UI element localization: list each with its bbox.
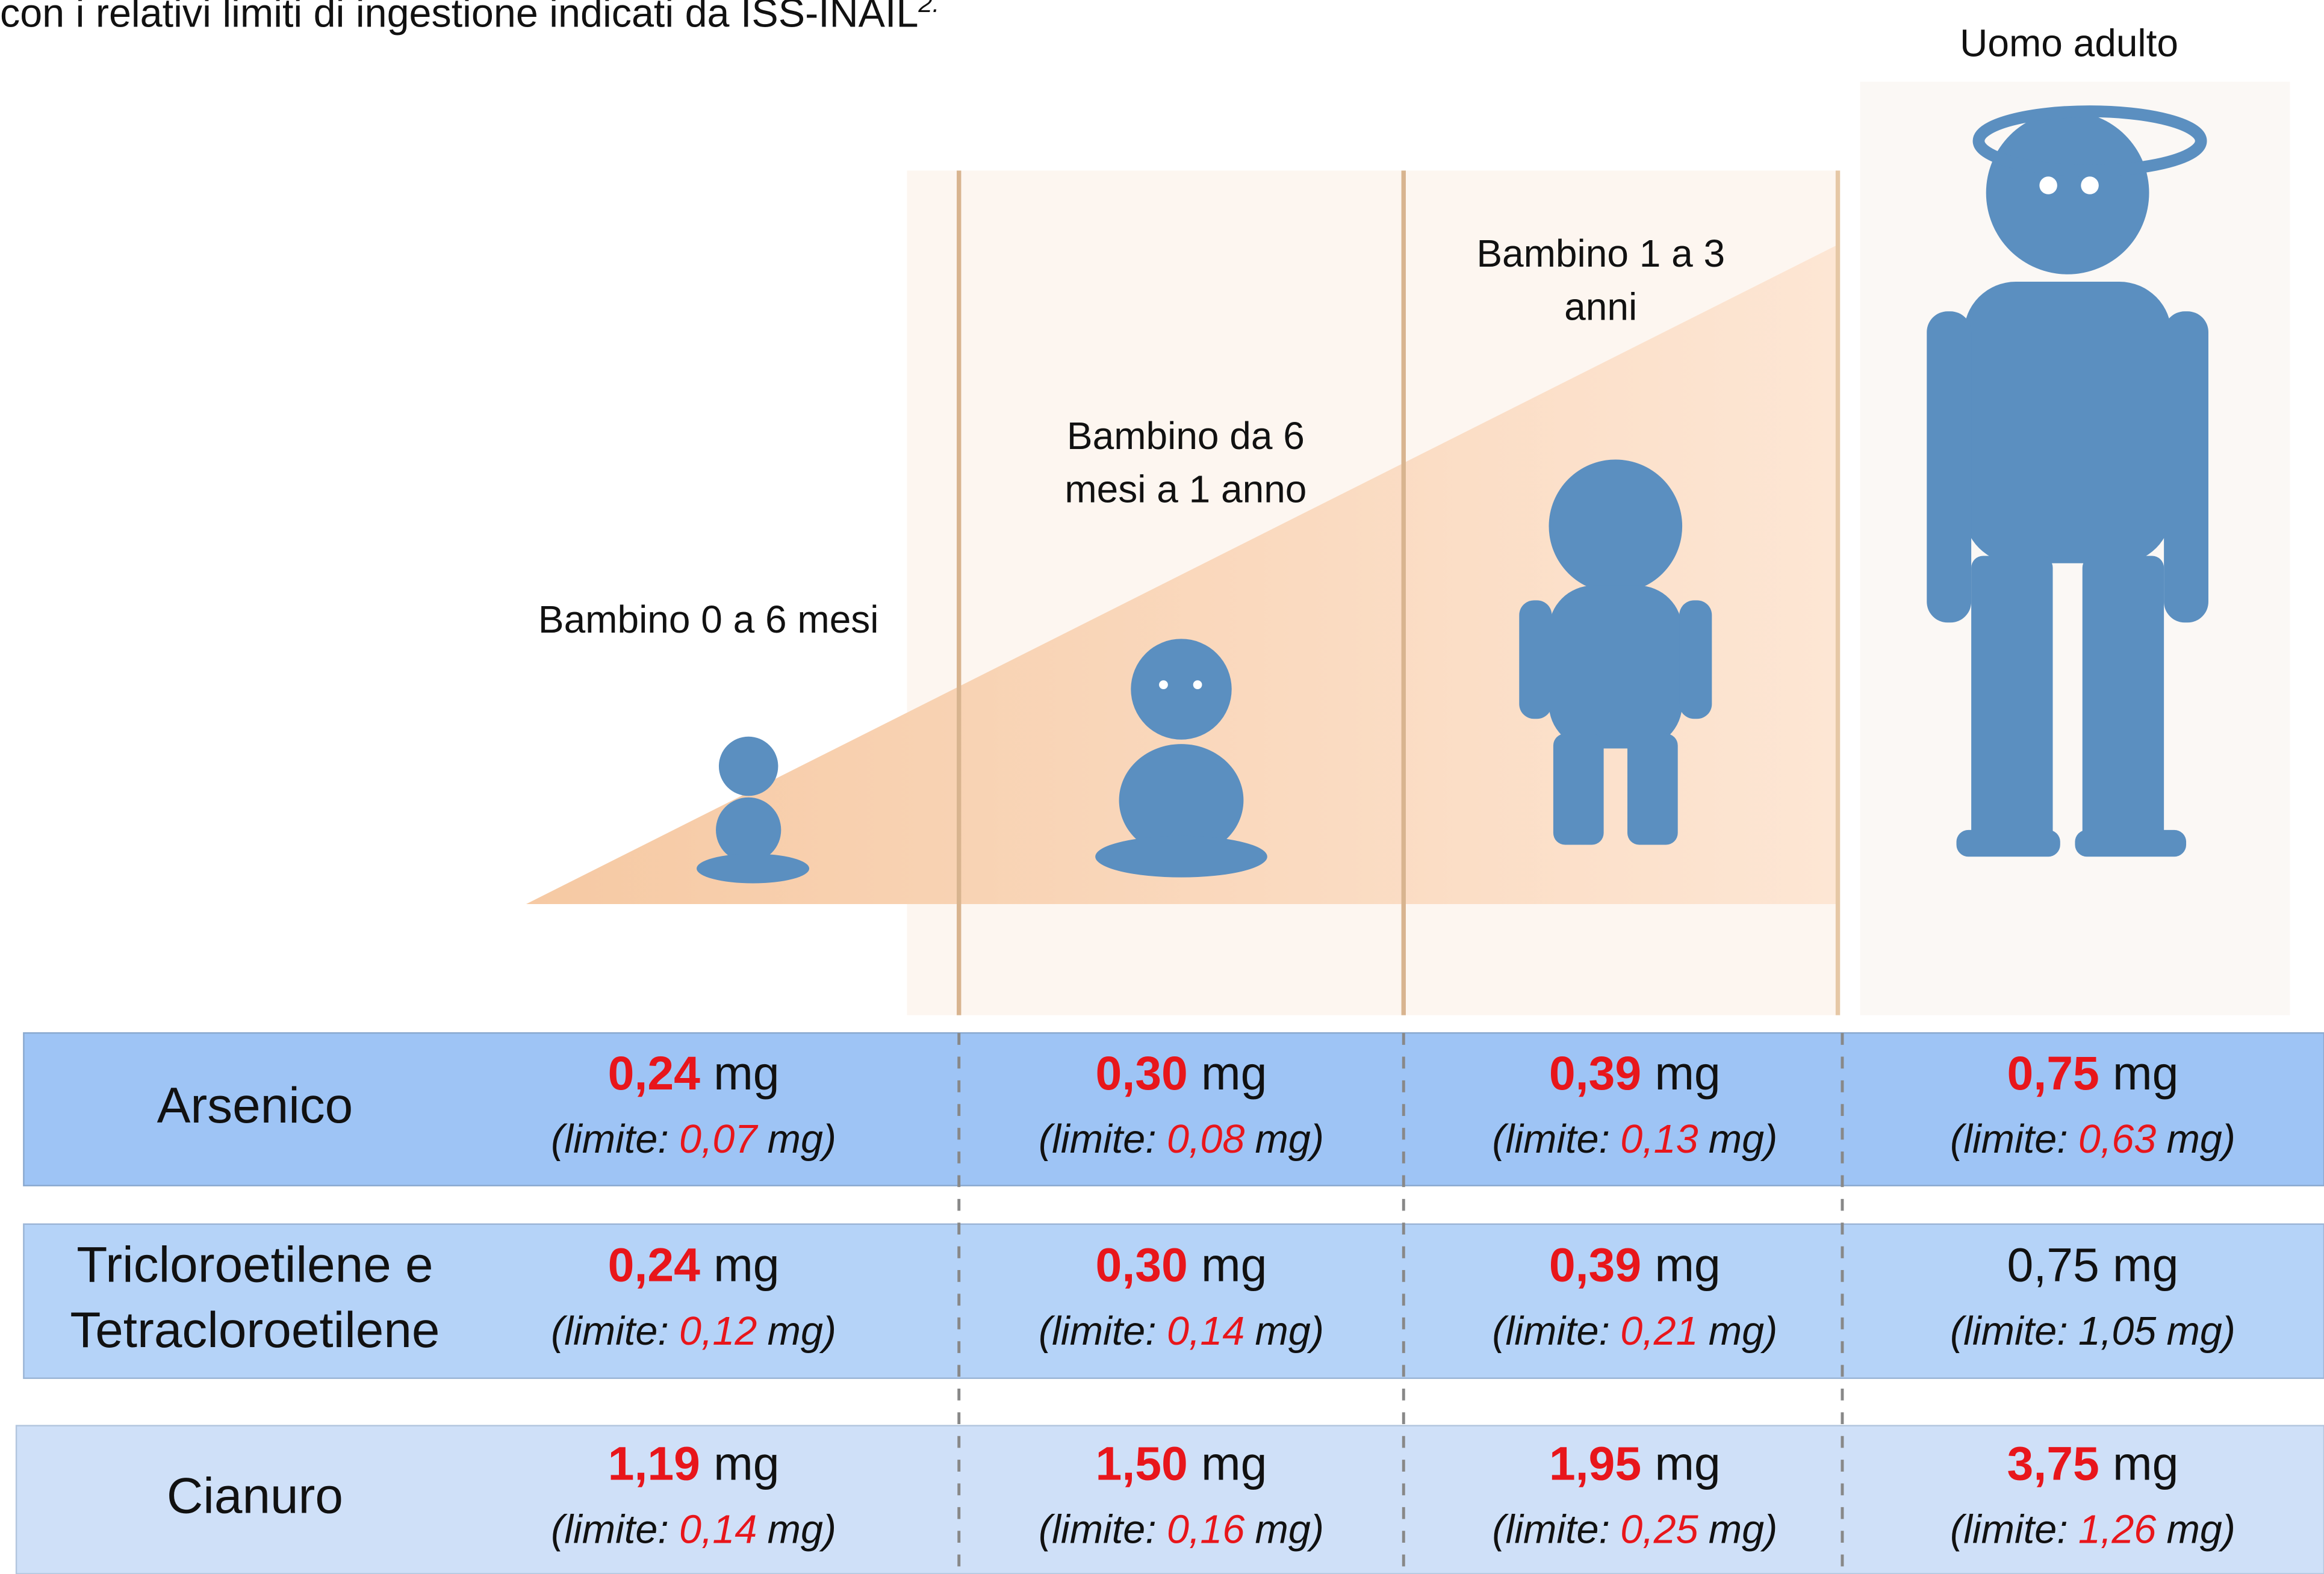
limit-value: 0,08 [1167, 1117, 1244, 1162]
unit: mg [713, 1238, 779, 1291]
amount: 0,75 [2007, 1047, 2099, 1100]
unit: mg [2113, 1437, 2178, 1490]
limit-suffix: mg) [1709, 1507, 1777, 1552]
amount: 0,39 [1549, 1047, 1641, 1100]
limit-suffix: mg) [768, 1117, 836, 1162]
amount: 0,75 [2007, 1238, 2099, 1291]
amount: 0,39 [1549, 1238, 1641, 1291]
limit-value: 0,21 [1620, 1309, 1698, 1353]
unit: mg [713, 1437, 779, 1490]
limit-suffix: mg) [1709, 1117, 1777, 1162]
limit-prefix: (limite: [1950, 1309, 2068, 1353]
row-name: Arsenico [157, 1077, 353, 1133]
limit-prefix: (limite: [1039, 1117, 1157, 1162]
limit-prefix: (limite: [551, 1507, 669, 1552]
unit: mg [1654, 1437, 1720, 1490]
limit-value: 0,12 [679, 1309, 757, 1353]
unit: mg [2113, 1238, 2178, 1291]
limit-suffix: mg) [2166, 1117, 2235, 1162]
limit-prefix: (limite: [1492, 1507, 1610, 1552]
limit-value: 0,25 [1620, 1507, 1698, 1552]
amount: 1,50 [1096, 1437, 1188, 1490]
limit-value: 0,14 [1167, 1309, 1244, 1353]
row-name: Tetracloroetilene [70, 1301, 440, 1358]
page: con i relativi limiti di ingestione indi… [0, 0, 2324, 1574]
unit: mg [2113, 1047, 2178, 1100]
limit-suffix: mg) [1255, 1309, 1324, 1353]
unit: mg [1201, 1437, 1267, 1490]
limit-suffix: mg) [768, 1309, 836, 1353]
limit-value: 0,07 [679, 1117, 758, 1162]
amount: 0,24 [608, 1238, 700, 1291]
limit-value: 1,05 [2078, 1309, 2157, 1353]
limit-prefix: (limite: [551, 1309, 669, 1353]
intro: con i relativi limiti di ingestione indi… [0, 0, 939, 36]
limit-prefix: (limite: [1492, 1309, 1610, 1353]
limit-suffix: mg) [1255, 1507, 1324, 1552]
amount: 0,30 [1096, 1047, 1188, 1100]
amount-line: 0,75 mg [2007, 1047, 2179, 1100]
group-label: Uomo adulto [1960, 22, 2178, 65]
amount: 1,19 [608, 1437, 700, 1490]
limit-prefix: (limite: [1039, 1309, 1157, 1353]
group-label: Bambino da 6 [1067, 414, 1305, 457]
group-label: mesi a 1 anno [1064, 468, 1306, 511]
row-name: Tricloroetilene e [76, 1236, 433, 1293]
limit-value: 0,14 [679, 1507, 757, 1552]
limit-prefix: (limite: [1950, 1507, 2068, 1552]
infographic: con i relativi limiti di ingestione indi… [0, 0, 2324, 1574]
amount: 1,95 [1549, 1437, 1641, 1490]
unit: mg [1201, 1047, 1267, 1100]
amount: 0,24 [608, 1047, 700, 1100]
unit: mg [713, 1047, 779, 1100]
unit: mg [1201, 1238, 1267, 1291]
limit-prefix: (limite: [1950, 1117, 2068, 1162]
limit-suffix: mg) [1709, 1309, 1777, 1353]
limit-value: 0,16 [1167, 1507, 1244, 1552]
limit-prefix: (limite: [1039, 1507, 1157, 1552]
limit-suffix: mg) [768, 1507, 836, 1552]
limit-suffix: mg) [2166, 1309, 2235, 1353]
limit-value: 0,63 [2078, 1117, 2156, 1162]
limit-prefix: (limite: [551, 1117, 669, 1162]
amount: 3,75 [2007, 1437, 2099, 1490]
amount-line: 3,75 mg [2007, 1437, 2179, 1490]
limit-value: 0,13 [1620, 1117, 1698, 1162]
group-label: anni [1564, 285, 1637, 329]
group-label: Bambino 1 a 3 [1476, 232, 1725, 275]
amount: 0,30 [1096, 1238, 1188, 1291]
amount-line: 0,75 mg [2007, 1238, 2179, 1291]
unit: mg [1654, 1047, 1720, 1100]
unit: mg [1654, 1238, 1720, 1291]
limit-suffix: mg) [1255, 1117, 1324, 1162]
row-name: Cianuro [167, 1467, 343, 1524]
limit-suffix: mg) [2166, 1507, 2235, 1552]
group-label: Bambino 0 a 6 mesi [538, 598, 879, 641]
limit-prefix: (limite: [1492, 1117, 1610, 1162]
limit-value: 1,26 [2078, 1507, 2156, 1552]
